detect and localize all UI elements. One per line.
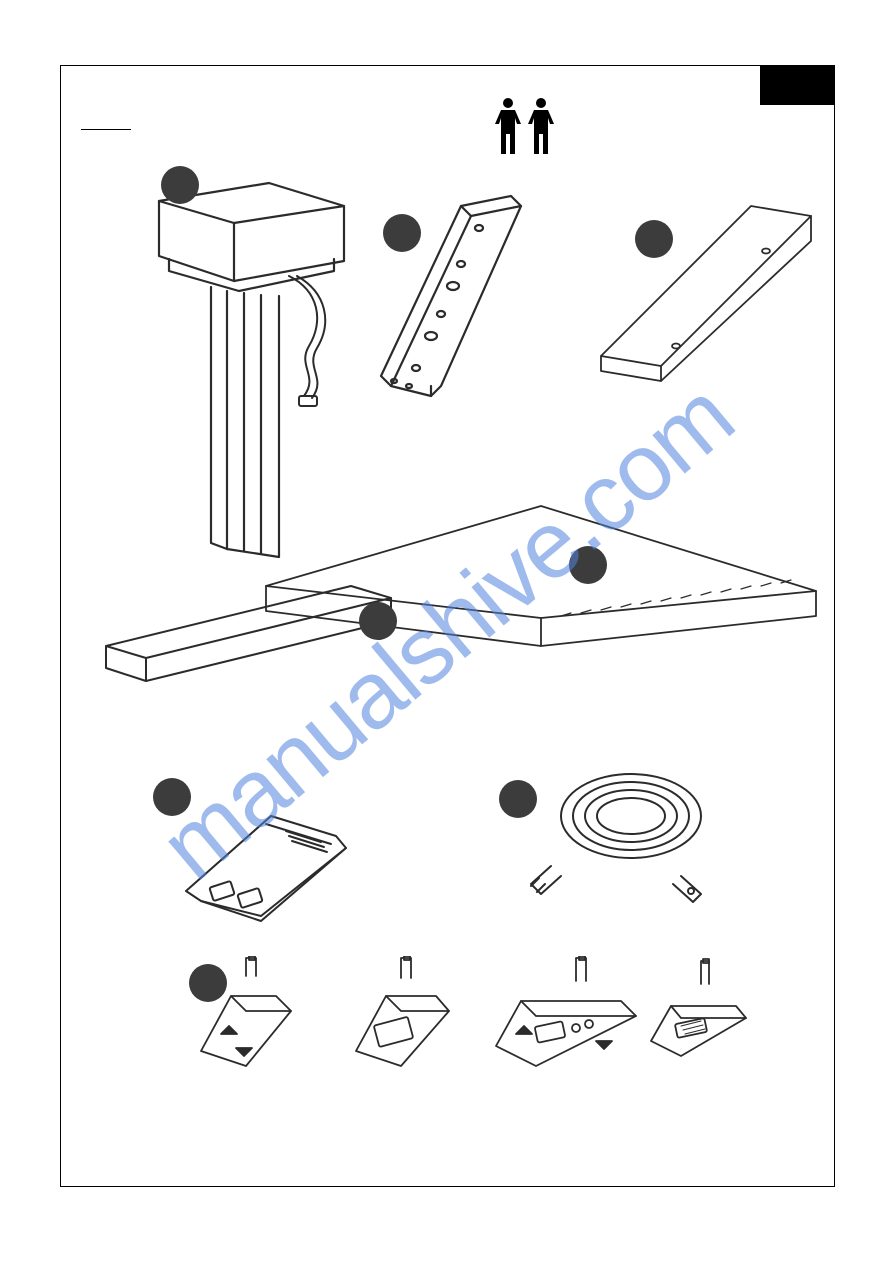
callout-2 [383,214,421,252]
corner-tab [760,65,835,105]
callout-8 [189,964,227,1002]
callout-6 [153,778,191,816]
callout-1 [161,166,199,204]
part-crossbar [591,196,821,386]
page-frame [60,65,835,1187]
part-power-adapter [171,806,351,926]
part-short-rail [101,576,401,696]
callout-3 [635,220,673,258]
two-person-icon [491,96,561,156]
callout-5 [359,602,397,640]
part-power-cable [521,756,721,916]
callout-4 [569,546,607,584]
title-underline [81,129,131,130]
part-handsets [181,956,751,1076]
callout-7 [499,780,537,818]
part-bracket [361,186,531,406]
